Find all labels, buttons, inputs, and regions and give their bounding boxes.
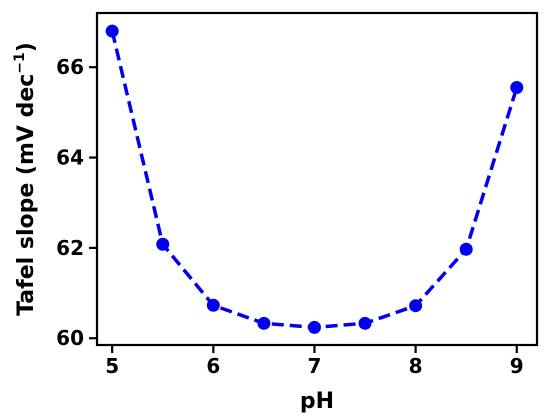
series-layer [105,24,524,334]
series-line [110,30,519,330]
data-point [409,299,423,313]
x-tick-label: 9 [510,354,524,378]
data-point [307,320,321,334]
plot-frame [95,11,539,347]
y-tick-label: 64 [56,146,84,170]
y-axis-title-main: Tafel slope (mV dec [14,74,39,316]
data-point [459,242,473,256]
data-point [358,316,372,330]
y-axis-title-exponent: −1 [12,52,28,73]
y-tick-label: 66 [56,55,84,79]
y-tick-label: 60 [56,326,84,350]
x-axis-title: pH [300,389,334,414]
x-tick-label: 7 [308,354,322,378]
x-tick-label: 8 [409,354,423,378]
y-tick-label: 62 [56,236,84,260]
data-point [257,316,271,330]
y-axis-title-close: ) [14,42,39,52]
data-point [156,237,170,251]
x-tick-label: 5 [105,354,119,378]
data-point [206,298,220,312]
axis-ticks: 5 6 7 8 9 60 62 64 66 [56,55,524,378]
x-tick-label: 6 [206,354,220,378]
y-axis-title: Tafel slope (mV dec−1) [12,42,39,316]
data-point [105,24,119,38]
data-point [510,81,524,95]
